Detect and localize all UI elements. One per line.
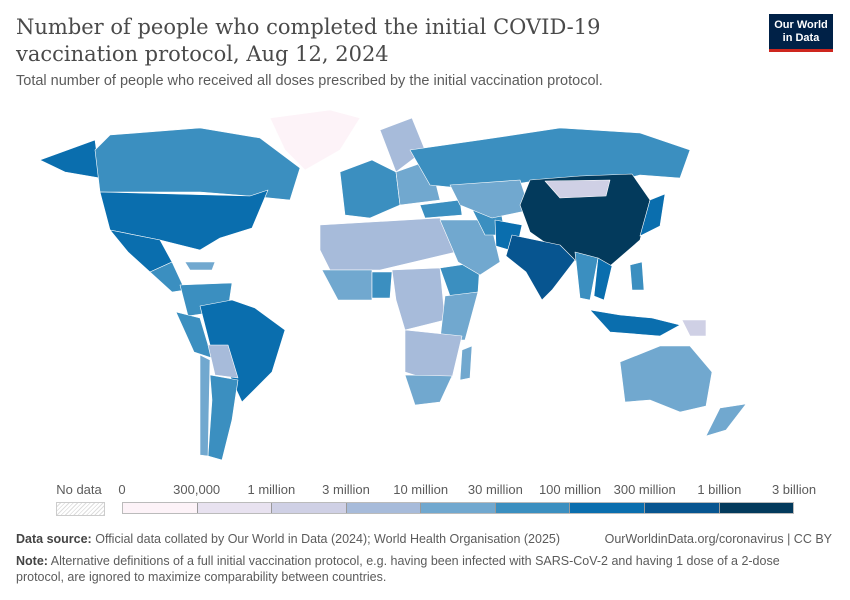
country-west-africa[interactable] bbox=[321, 269, 373, 301]
country-india[interactable] bbox=[505, 234, 576, 301]
legend-tick: 30 million bbox=[467, 482, 523, 497]
legend-bin-2[interactable] bbox=[272, 503, 347, 513]
country-turkey[interactable] bbox=[419, 199, 463, 219]
country-chile[interactable] bbox=[199, 354, 211, 457]
country-australia[interactable] bbox=[619, 345, 713, 413]
legend-bin-5[interactable] bbox=[495, 503, 571, 513]
country-western-europe[interactable] bbox=[339, 159, 401, 219]
logo-line-1: Our World bbox=[774, 19, 828, 31]
country-indonesia[interactable] bbox=[589, 309, 681, 337]
legend-tick: 1 million bbox=[247, 482, 296, 497]
country-mongolia[interactable] bbox=[544, 179, 611, 199]
country-central-africa[interactable] bbox=[391, 267, 446, 331]
legend-tick: 300 million bbox=[613, 482, 676, 497]
owid-logo[interactable]: Our World in Data bbox=[769, 14, 833, 52]
note-text: Alternative definitions of a full initia… bbox=[16, 554, 780, 584]
country-new-zealand[interactable] bbox=[705, 403, 747, 437]
color-legend: No data 0 300,000 1 million 3 million 10 mil… bbox=[0, 480, 850, 520]
note-label: Note: bbox=[16, 554, 48, 568]
legend-tick: 1 billion bbox=[697, 482, 742, 497]
legend-tick: 3 million bbox=[322, 482, 370, 497]
country-philippines[interactable] bbox=[629, 261, 645, 291]
country-south-africa[interactable] bbox=[404, 374, 453, 406]
country-bolivia-paraguay[interactable] bbox=[207, 344, 239, 379]
legend-bin-7[interactable] bbox=[644, 503, 720, 513]
legend-bin-1[interactable] bbox=[197, 503, 273, 513]
legend-bin-3[interactable] bbox=[346, 503, 422, 513]
source-text: Official data collated by Our World in D… bbox=[95, 532, 561, 546]
country-southeast-asia[interactable] bbox=[574, 251, 599, 301]
chart-subtitle: Total number of people who received all … bbox=[16, 73, 603, 89]
country-canada[interactable] bbox=[94, 127, 301, 201]
legend-tick: 300,000 bbox=[173, 482, 221, 497]
country-japan[interactable] bbox=[639, 193, 666, 237]
source-url[interactable]: OurWorldinData.org/coronavirus | CC BY bbox=[604, 532, 832, 546]
country-north-africa[interactable] bbox=[319, 217, 457, 271]
country-southern-africa[interactable] bbox=[404, 329, 463, 381]
country-vietnam[interactable] bbox=[593, 257, 613, 301]
country-madagascar[interactable] bbox=[459, 345, 473, 381]
source-label: Data source: bbox=[16, 532, 92, 546]
chart-title: Number of people who completed the initi… bbox=[16, 15, 601, 66]
country-argentina[interactable] bbox=[207, 374, 239, 461]
country-alaska[interactable] bbox=[39, 139, 101, 179]
country-papua-new-guinea[interactable] bbox=[681, 319, 707, 337]
legend-color-bar bbox=[122, 502, 794, 514]
logo-line-2: in Data bbox=[782, 32, 820, 44]
country-caribbean[interactable] bbox=[184, 261, 216, 271]
country-east-africa[interactable] bbox=[439, 291, 479, 341]
note: Note: Alternative definitions of a full … bbox=[16, 553, 826, 585]
legend-bin-6[interactable] bbox=[570, 503, 645, 513]
legend-tick: 0 bbox=[118, 482, 126, 497]
legend-no-data-swatch[interactable] bbox=[56, 502, 105, 516]
legend-tick: 10 million bbox=[393, 482, 449, 497]
legend-bin-4[interactable] bbox=[421, 503, 496, 513]
world-map bbox=[39, 109, 747, 461]
legend-bin-8[interactable] bbox=[719, 503, 794, 513]
country-nigeria[interactable] bbox=[371, 271, 393, 299]
legend-no-data-label: No data bbox=[56, 482, 102, 497]
country-greenland[interactable] bbox=[269, 109, 361, 171]
data-source: Data source: Official data collated by O… bbox=[16, 531, 560, 547]
legend-tick: 3 billion bbox=[771, 482, 817, 497]
legend-bin-0[interactable] bbox=[123, 503, 198, 513]
country-kazakhstan[interactable] bbox=[449, 179, 531, 219]
legend-tick: 100 million bbox=[538, 482, 602, 497]
country-china[interactable] bbox=[519, 173, 651, 267]
